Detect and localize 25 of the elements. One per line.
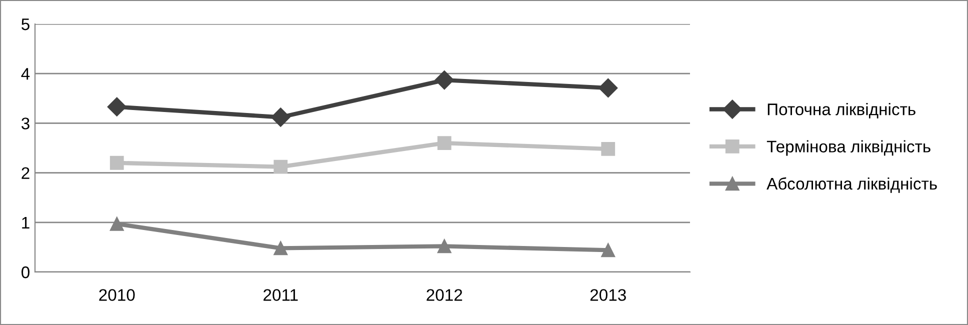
legend-label: Поточна ліквідність: [768, 103, 916, 118]
x-tick-label: 2012: [426, 289, 462, 301]
point: [601, 142, 616, 156]
y-tick-label: 1: [22, 216, 30, 228]
y-tick-label: 0: [22, 266, 30, 278]
point: [437, 239, 452, 254]
y-tick-label: 4: [21, 68, 30, 80]
point: [271, 108, 290, 127]
x-tick-label: 2011: [264, 289, 298, 301]
point: [274, 241, 288, 256]
point: [274, 160, 288, 174]
x-tick-label: 2010: [99, 289, 135, 301]
point: [437, 136, 452, 150]
point: [598, 78, 618, 98]
point: [110, 156, 124, 170]
legend-label: Абсолютна ліквідність: [766, 177, 937, 193]
y-tick-label: 3: [22, 118, 30, 130]
point: [110, 216, 124, 231]
legend-label: Термінова ліквідність: [766, 140, 930, 156]
y-tick-label: 5: [22, 18, 30, 30]
point: [601, 243, 616, 258]
point: [107, 97, 126, 116]
point: [434, 70, 454, 90]
x-tick-label: 2013: [590, 289, 626, 301]
y-tick-label: 2: [22, 167, 30, 179]
